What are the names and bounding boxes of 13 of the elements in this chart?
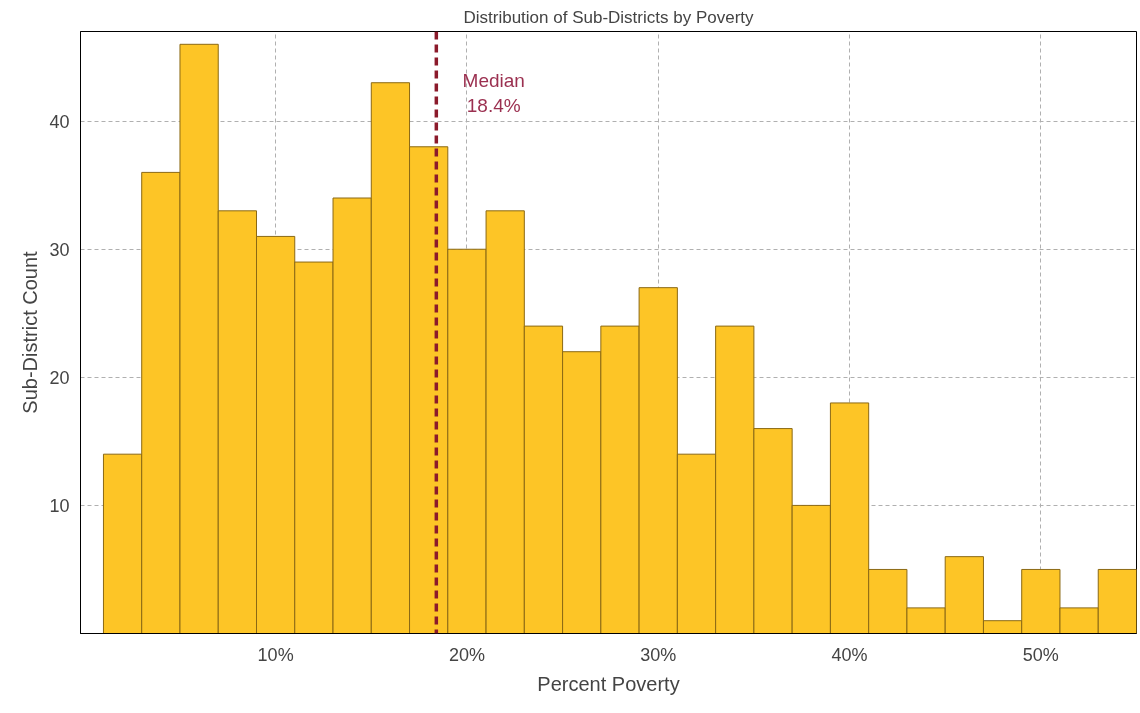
x-tick-label: 40% — [831, 644, 868, 665]
y-axis-title: Sub-District Count — [19, 250, 42, 414]
x-tick-label: 20% — [448, 644, 485, 665]
x-tick-label: 30% — [640, 644, 677, 665]
y-tick-label: 40 — [49, 111, 70, 132]
y-tick-label: 30 — [49, 239, 70, 260]
x-tick-label: 10% — [257, 644, 294, 665]
chart-title: Distribution of Sub-Districts by Poverty — [463, 7, 755, 27]
x-tick-label: 50% — [1022, 644, 1059, 665]
x-axis-title: Percent Poverty — [537, 672, 680, 695]
y-tick-label: 10 — [49, 495, 70, 516]
ref-line-label: Median 18.4% — [462, 69, 525, 117]
y-tick-label: 20 — [49, 367, 70, 388]
